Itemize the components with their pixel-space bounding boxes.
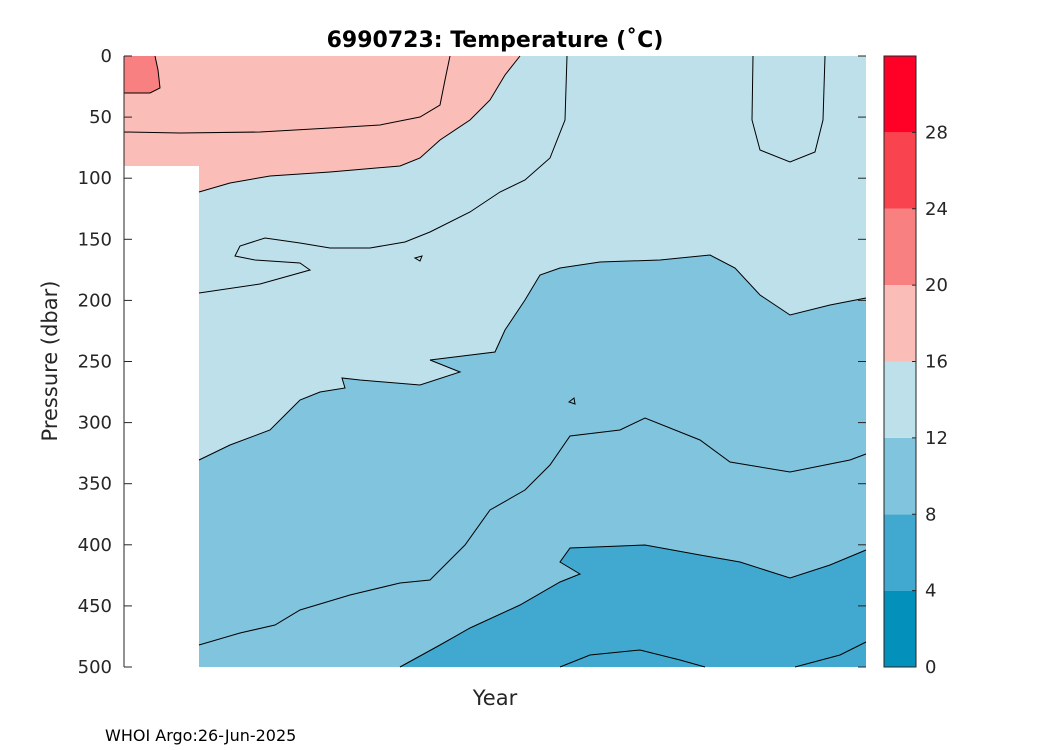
temperature-contour-figure: 0 50 100 150 200 250 300 350 400 450 500 0 4 8 12 16 20… bbox=[0, 0, 1050, 750]
colorbar-tick-labels: 0 4 8 12 16 20 24 28 bbox=[912, 122, 948, 678]
y-tick-label: 200 bbox=[78, 290, 112, 311]
colorbar-tick-label: 16 bbox=[925, 352, 948, 373]
colorbar-segment bbox=[884, 209, 916, 285]
colorbar-tick-label: 12 bbox=[925, 428, 948, 449]
band-20-24 bbox=[124, 56, 160, 93]
y-tick-label: 400 bbox=[78, 535, 112, 556]
footer-credit: WHOI Argo:26-Jun-2025 bbox=[105, 726, 296, 745]
y-tick-label: 350 bbox=[78, 474, 112, 495]
y-tick-label: 100 bbox=[78, 168, 112, 189]
colorbar bbox=[884, 56, 916, 667]
colorbar-tick-label: 28 bbox=[925, 122, 948, 143]
y-tick-label: 50 bbox=[89, 107, 112, 128]
colorbar-segment bbox=[884, 285, 916, 361]
y-tick-label: 150 bbox=[78, 229, 112, 250]
y-tick-label: 250 bbox=[78, 352, 112, 373]
contour-plot-area bbox=[124, 56, 866, 667]
colorbar-tick-label: 0 bbox=[925, 657, 936, 678]
colorbar-tick-label: 4 bbox=[925, 581, 936, 602]
colorbar-segment bbox=[884, 56, 916, 132]
colorbar-tick-label: 8 bbox=[925, 504, 936, 525]
colorbar-tick-label: 20 bbox=[925, 275, 948, 296]
y-tick-label: 300 bbox=[78, 413, 112, 434]
colorbar-tick-label: 24 bbox=[925, 199, 948, 220]
y-axis-label: Pressure (dbar) bbox=[38, 281, 62, 442]
colorbar-segment bbox=[884, 438, 916, 514]
x-axis-label: Year bbox=[472, 686, 518, 710]
y-tick-label: 450 bbox=[78, 596, 112, 617]
colorbar-segment bbox=[884, 514, 916, 590]
chart-title: 6990723: Temperature (˚C) bbox=[327, 28, 664, 53]
missing-data-region bbox=[124, 166, 199, 667]
colorbar-segment bbox=[884, 132, 916, 208]
colorbar-segment bbox=[884, 362, 916, 438]
y-tick-label: 0 bbox=[101, 46, 112, 67]
colorbar-segment bbox=[884, 591, 916, 667]
y-tick-label: 500 bbox=[78, 657, 112, 678]
